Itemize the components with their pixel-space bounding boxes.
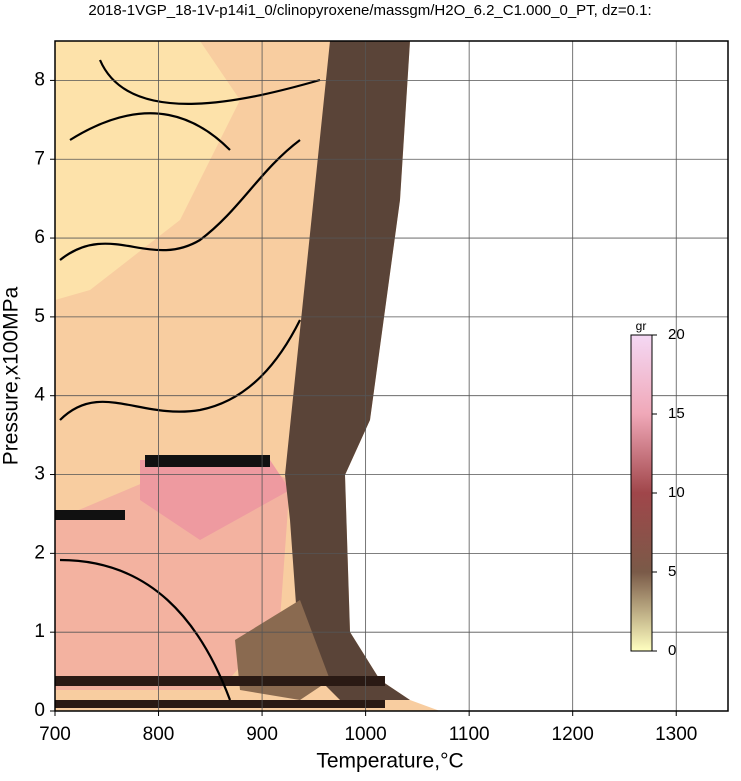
y-tick-label: 7 xyxy=(34,148,45,169)
x-tick-label: 1100 xyxy=(449,724,490,745)
x-axis-label: Temperature,°C xyxy=(316,750,463,773)
y-tick-label: 6 xyxy=(34,227,45,248)
y-tick-label: 4 xyxy=(34,385,45,406)
y-tick-label: 1 xyxy=(34,621,45,642)
chart-title: 2018-1VGP_18-1V-p14i1_0/clinopyroxene/ma… xyxy=(88,2,651,19)
y-axis-label: Pressure,x100MPa xyxy=(0,286,23,465)
y-tick-label: 5 xyxy=(34,306,45,327)
colorbar-tick-label: 20 xyxy=(668,326,685,343)
field-bar xyxy=(55,700,385,708)
x-tick-label: 1200 xyxy=(552,724,594,745)
field-pink-dark xyxy=(140,460,290,540)
contour-line xyxy=(59,59,321,701)
field-bar xyxy=(55,676,385,686)
colorbar xyxy=(630,334,653,652)
field-dark-band xyxy=(285,41,410,700)
colorbar-tick-label: 15 xyxy=(668,405,685,422)
field-bar xyxy=(145,455,270,467)
y-tick-label: 0 xyxy=(34,700,45,721)
x-tick-label: 1300 xyxy=(655,724,697,745)
y-tick-label: 2 xyxy=(34,542,45,563)
colorbar-label: gr xyxy=(636,319,647,333)
contour-field xyxy=(55,41,440,711)
plot-frame xyxy=(54,40,729,712)
x-tick-label: 1000 xyxy=(344,724,386,745)
y-tick-label: 3 xyxy=(34,464,45,485)
y-tick-label: 8 xyxy=(34,69,45,90)
field-mid xyxy=(235,600,330,700)
colorbar-tick-label: 10 xyxy=(668,484,685,501)
colorbar-tick-label: 5 xyxy=(668,563,676,580)
field-light xyxy=(55,41,240,300)
colorbar-tick-label: 0 xyxy=(668,642,676,659)
x-tick-label: 800 xyxy=(143,724,175,745)
field-bar xyxy=(55,510,125,520)
x-tick-label: 700 xyxy=(39,724,71,745)
x-tick-label: 900 xyxy=(246,724,278,745)
